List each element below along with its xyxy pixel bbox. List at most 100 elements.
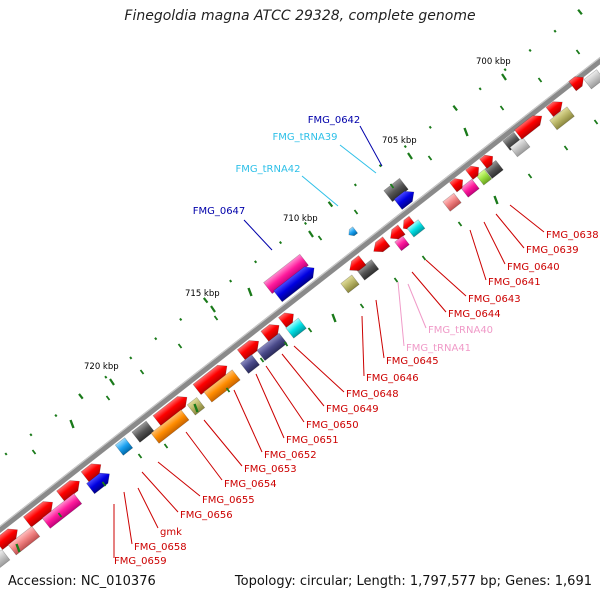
track-d-feature [568, 76, 584, 92]
outer-tick [129, 356, 133, 360]
upper-feature [393, 190, 415, 210]
outer-tick [202, 297, 209, 304]
inner-tick [105, 395, 111, 401]
outer-tick [303, 221, 308, 225]
gene-label[interactable]: FMG_0639 [526, 245, 579, 256]
inner-tick [283, 341, 289, 347]
inner-tick [57, 512, 63, 518]
track-b-feature [240, 354, 260, 374]
backbone [0, 56, 600, 534]
gene-label[interactable]: FMG_tRNA41 [406, 343, 471, 354]
leader-line [411, 271, 447, 313]
backbone-highlight [0, 56, 600, 528]
gene-label[interactable]: FMG_0643 [468, 294, 521, 305]
track-c-feature [373, 236, 391, 253]
gene-label[interactable]: FMG_0654 [224, 479, 277, 490]
accession-text: Accession: NC_010376 [8, 574, 156, 589]
track-b-feature [7, 525, 41, 556]
gene-label[interactable]: FMG_0646 [366, 373, 419, 384]
gene-label[interactable]: FMG_0653 [244, 464, 297, 475]
gene-label[interactable]: FMG_0644 [448, 309, 501, 320]
leader-line [359, 125, 383, 167]
inner-tick [575, 49, 581, 55]
track-a-feature [0, 528, 18, 551]
gene-label[interactable]: FMG_0650 [306, 420, 359, 431]
outer-tick [278, 241, 283, 245]
upper-feature [273, 266, 315, 303]
leader-line [203, 419, 243, 467]
gene-label[interactable]: FMG_0645 [386, 356, 439, 367]
gene-label[interactable]: FMG_0648 [346, 389, 399, 400]
outer-tick [254, 260, 258, 264]
outer-tick [553, 29, 557, 33]
inner-tick [499, 105, 505, 111]
track-c-feature [340, 274, 360, 294]
outer-tick [78, 393, 84, 400]
gene-features [0, 69, 600, 573]
track-b-feature [285, 317, 307, 339]
leader-line [281, 353, 325, 407]
gene-label[interactable]: FMG_tRNA42 [235, 164, 300, 175]
inner-tick [389, 183, 395, 189]
outer-tick [353, 183, 357, 187]
inner-tick [563, 145, 569, 151]
outer-tick [577, 8, 583, 16]
gene-label[interactable]: gmk [160, 527, 182, 538]
leader-line [141, 471, 179, 513]
gene-label[interactable]: FMG_0641 [488, 277, 541, 288]
inner-tick [527, 173, 533, 179]
inner-tick [359, 303, 365, 309]
leader-line [301, 175, 339, 207]
gene-label[interactable]: FMG_0649 [326, 404, 379, 415]
gene-label[interactable]: FMG_tRNA39 [272, 132, 337, 143]
outer-tick [4, 452, 8, 456]
scale-tick [210, 305, 216, 313]
map-title: Finegoldia magna ATCC 29328, complete ge… [124, 8, 476, 24]
inner-tick [213, 315, 219, 321]
scale-label: 715 kbp [185, 289, 220, 299]
backbone-line [0, 56, 600, 534]
inner-tick [193, 403, 199, 413]
gene-label[interactable]: FMG_0658 [134, 542, 187, 553]
outer-tick [54, 414, 58, 418]
gene-label[interactable]: FMG_0640 [507, 262, 560, 273]
scale-tick [109, 378, 115, 386]
leader-line [293, 345, 345, 393]
leader-line [185, 431, 223, 481]
track-c-feature [394, 235, 410, 252]
gene-label[interactable]: FMG_0647 [193, 206, 246, 217]
gene-label[interactable]: FMG_tRNA40 [428, 325, 493, 336]
inner-tick [307, 327, 313, 333]
outer-tick [327, 201, 334, 208]
gene-label[interactable]: FMG_0638 [546, 230, 599, 241]
outer-tick [528, 48, 532, 52]
track-a-feature [192, 364, 228, 395]
outer-tick [478, 87, 482, 91]
gene-label[interactable]: FMG_0656 [180, 510, 233, 521]
leader-line [137, 487, 159, 529]
gene-label[interactable]: FMG_0652 [264, 450, 317, 461]
scale-label: 700 kbp [476, 57, 511, 67]
gene-label[interactable]: FMG_0659 [114, 556, 167, 567]
inner-tick [31, 449, 37, 455]
gene-label[interactable]: FMG_0642 [308, 115, 361, 126]
scale-label: 710 kbp [283, 214, 318, 224]
leader-line [375, 299, 385, 359]
leader-line [265, 365, 305, 423]
outer-tick [154, 337, 158, 341]
inner-tick [427, 155, 433, 161]
inner-tick [317, 235, 323, 241]
gene-label[interactable]: FMG_0651 [286, 435, 339, 446]
gene-labels: FMG_0642 FMG_tRNA39 FMG_tRNA42 FMG_0647 FMG_… [114, 115, 599, 567]
outer-tick [29, 433, 33, 437]
inner-tick [331, 313, 337, 323]
leader-line [407, 283, 427, 329]
gene-label[interactable]: FMG_0655 [202, 495, 255, 506]
leader-line [233, 389, 263, 453]
inner-tick [353, 209, 359, 215]
inner-tick [457, 221, 463, 227]
leader-line [123, 491, 133, 545]
inner-tick [493, 195, 499, 205]
track-a-feature [56, 480, 80, 502]
